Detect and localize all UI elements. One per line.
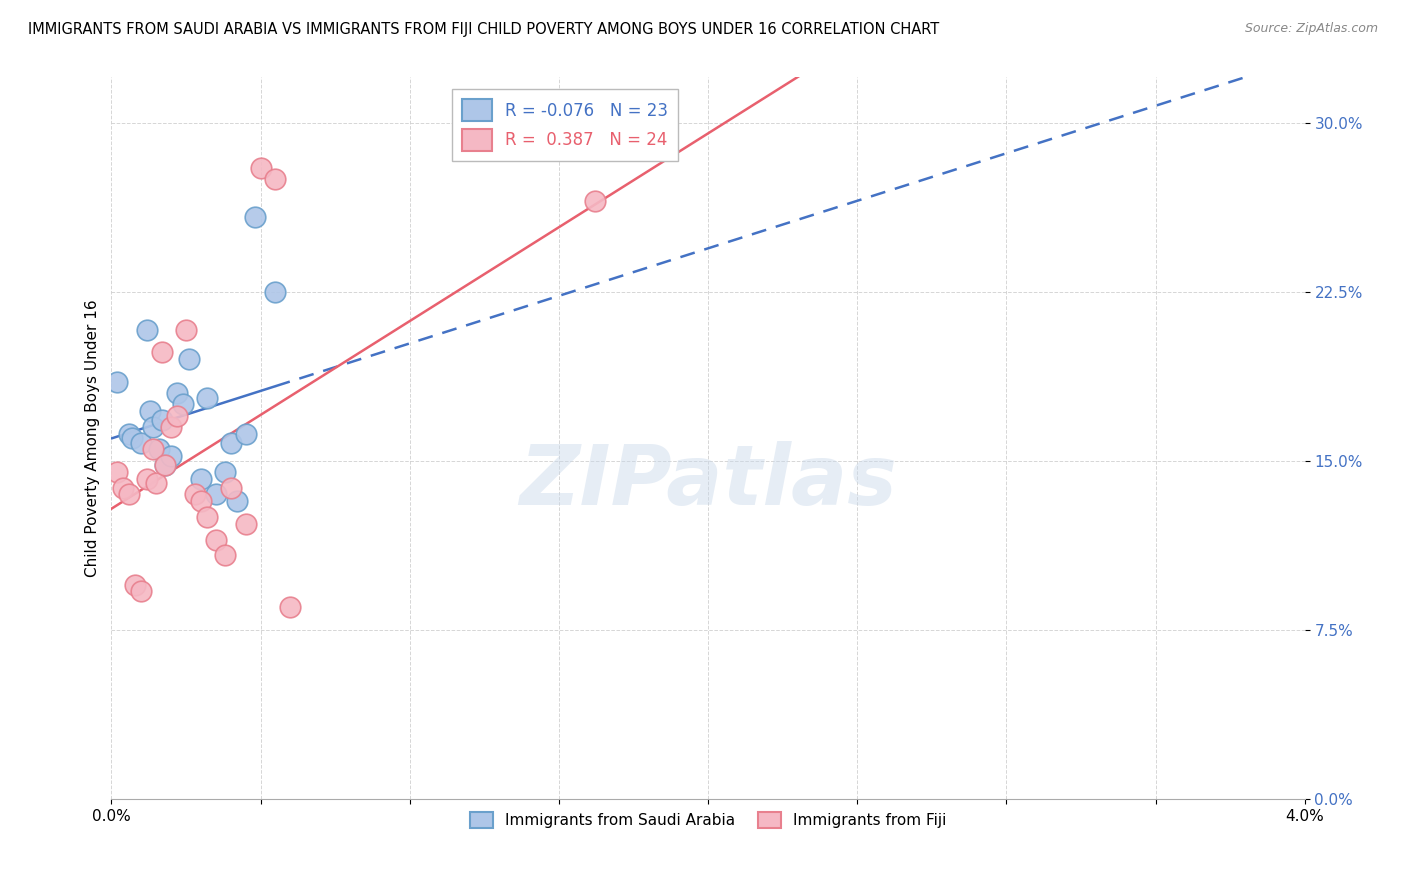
Point xyxy=(219,481,242,495)
Point xyxy=(214,465,236,479)
Point xyxy=(195,391,218,405)
Point xyxy=(214,549,236,563)
Point xyxy=(150,345,173,359)
Point xyxy=(174,323,197,337)
Point xyxy=(235,516,257,531)
Y-axis label: Child Poverty Among Boys Under 16: Child Poverty Among Boys Under 16 xyxy=(86,300,100,577)
Point xyxy=(139,404,162,418)
Point xyxy=(121,431,143,445)
Point xyxy=(243,211,266,225)
Point xyxy=(136,472,159,486)
Point xyxy=(204,487,226,501)
Point xyxy=(160,420,183,434)
Text: IMMIGRANTS FROM SAUDI ARABIA VS IMMIGRANTS FROM FIJI CHILD POVERTY AMONG BOYS UN: IMMIGRANTS FROM SAUDI ARABIA VS IMMIGRAN… xyxy=(28,22,939,37)
Point xyxy=(264,285,287,299)
Point xyxy=(264,172,287,186)
Point xyxy=(583,194,606,209)
Point xyxy=(136,323,159,337)
Legend: Immigrants from Saudi Arabia, Immigrants from Fiji: Immigrants from Saudi Arabia, Immigrants… xyxy=(464,806,952,835)
Point xyxy=(172,397,194,411)
Point xyxy=(160,449,183,463)
Point xyxy=(235,426,257,441)
Point xyxy=(153,458,176,473)
Point xyxy=(105,375,128,389)
Point xyxy=(204,533,226,547)
Point xyxy=(129,584,152,599)
Point xyxy=(142,442,165,457)
Point xyxy=(184,487,207,501)
Point xyxy=(142,420,165,434)
Point xyxy=(145,476,167,491)
Text: Source: ZipAtlas.com: Source: ZipAtlas.com xyxy=(1244,22,1378,36)
Point xyxy=(195,510,218,524)
Point xyxy=(112,481,135,495)
Point xyxy=(177,352,200,367)
Text: ZIPatlas: ZIPatlas xyxy=(519,441,897,522)
Point xyxy=(225,494,247,508)
Point xyxy=(124,577,146,591)
Point xyxy=(129,435,152,450)
Point xyxy=(150,413,173,427)
Point xyxy=(280,600,302,615)
Point xyxy=(190,494,212,508)
Point xyxy=(105,465,128,479)
Point xyxy=(118,426,141,441)
Point xyxy=(148,442,170,457)
Point xyxy=(249,161,271,175)
Point xyxy=(166,409,188,423)
Point xyxy=(166,386,188,401)
Point xyxy=(219,435,242,450)
Point xyxy=(153,458,176,473)
Point xyxy=(118,487,141,501)
Point xyxy=(190,472,212,486)
